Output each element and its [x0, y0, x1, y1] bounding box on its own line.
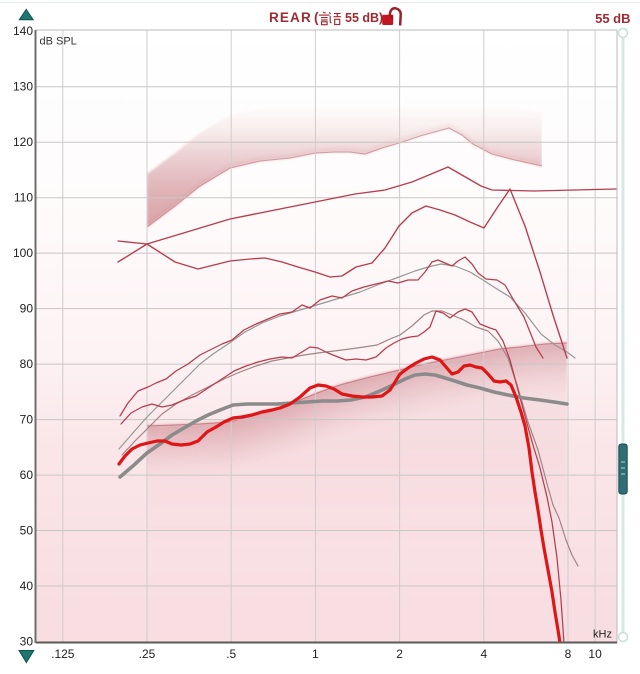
svg-text:110: 110 — [14, 191, 33, 205]
svg-text:.25: .25 — [139, 647, 156, 661]
svg-text:60: 60 — [20, 468, 34, 482]
svg-text:10: 10 — [588, 647, 602, 661]
svg-text:(: ( — [314, 10, 319, 25]
svg-text:REAR: REAR — [269, 10, 312, 25]
svg-text:1: 1 — [312, 647, 319, 661]
svg-text:4: 4 — [480, 647, 487, 661]
svg-text:140: 140 — [13, 24, 33, 38]
svg-text:90: 90 — [20, 302, 34, 316]
svg-text:30: 30 — [20, 635, 34, 649]
svg-text:130: 130 — [13, 80, 33, 94]
svg-text:.125: .125 — [51, 647, 75, 661]
svg-text:100: 100 — [13, 246, 33, 260]
svg-text:40: 40 — [20, 579, 34, 593]
svg-text:kHz: kHz — [593, 629, 612, 641]
svg-text:55 dB: 55 dB — [595, 11, 630, 26]
svg-text:2: 2 — [396, 647, 403, 661]
svg-text:70: 70 — [20, 413, 34, 427]
svg-text:50: 50 — [20, 524, 34, 538]
svg-text:55 dB): 55 dB) — [345, 11, 383, 25]
svg-text:8: 8 — [565, 647, 572, 661]
svg-text:dB SPL: dB SPL — [40, 36, 77, 48]
svg-text:120: 120 — [13, 135, 33, 149]
svg-text:80: 80 — [20, 357, 34, 371]
svg-text:.5: .5 — [226, 647, 236, 661]
